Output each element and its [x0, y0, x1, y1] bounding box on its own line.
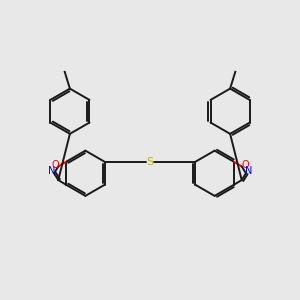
- Text: S: S: [146, 157, 154, 167]
- Text: O: O: [51, 160, 59, 170]
- Text: N: N: [245, 166, 252, 176]
- Text: O: O: [241, 160, 249, 170]
- Text: N: N: [48, 166, 55, 176]
